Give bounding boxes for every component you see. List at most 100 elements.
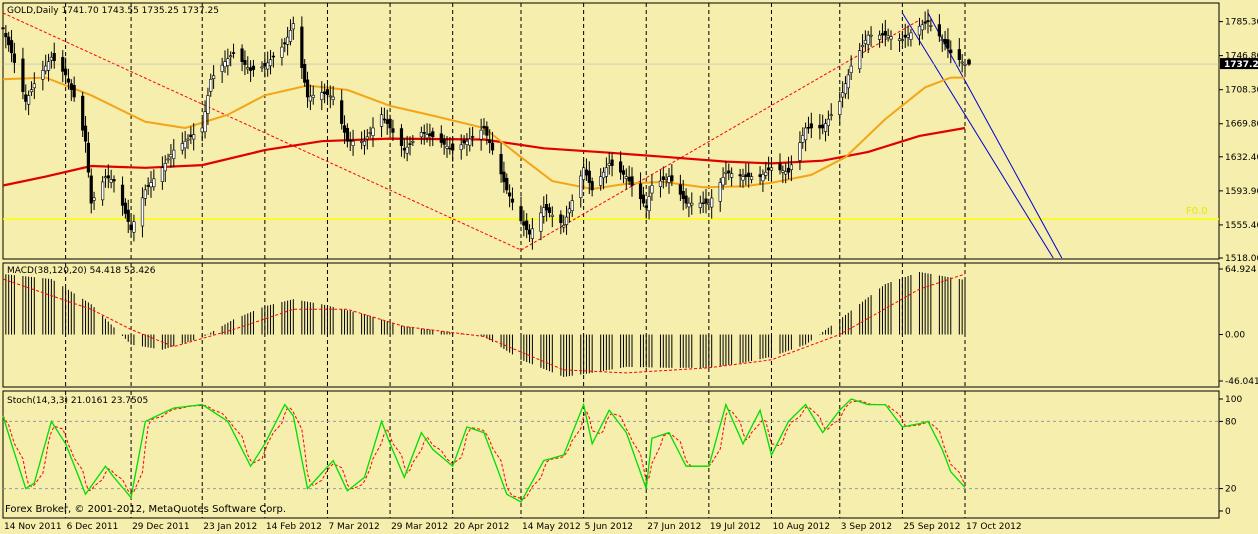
candle-body xyxy=(778,163,782,171)
candle-body xyxy=(587,170,591,183)
candle-body xyxy=(266,62,270,70)
price-tick-label: 1518.00 xyxy=(1225,254,1258,264)
candle-body xyxy=(801,135,805,143)
candle-body xyxy=(604,167,608,177)
macd-tick-label: 64.924 xyxy=(1225,265,1257,275)
candle-body xyxy=(806,126,811,129)
candle-body xyxy=(229,55,233,58)
candle-body xyxy=(900,39,904,41)
candle-body xyxy=(283,42,287,45)
candle-body xyxy=(903,34,907,38)
candle-body xyxy=(718,182,722,202)
candle-body xyxy=(243,60,247,65)
candle-body xyxy=(883,30,887,36)
candle-body xyxy=(388,118,392,129)
candle-body xyxy=(878,34,882,40)
candle-body xyxy=(385,119,389,124)
candle-body xyxy=(846,74,850,89)
macd-axis: 64.924 0.00 -46.041 xyxy=(1219,265,1258,387)
candle-body xyxy=(630,176,634,186)
candle-body xyxy=(345,127,349,142)
date-axis-label: 7 Mar 2012 xyxy=(328,522,379,532)
candle-body xyxy=(960,61,964,64)
candle-body xyxy=(943,38,947,45)
candle-body xyxy=(428,133,432,137)
candle-body xyxy=(286,36,290,45)
candle-body xyxy=(66,78,71,83)
candle-body xyxy=(508,192,512,197)
stoch-tick-label: 0 xyxy=(1225,507,1231,517)
candle-body xyxy=(889,36,893,40)
candle-body xyxy=(280,46,284,58)
candle-body xyxy=(485,126,489,136)
candle-body xyxy=(539,212,543,232)
candle-body xyxy=(209,79,213,92)
candle-body xyxy=(502,171,506,183)
macd-signal-line xyxy=(2,273,966,374)
date-axis-label: 6 Dec 2011 xyxy=(67,522,119,532)
candle-body xyxy=(547,207,552,213)
macd-tick-label: 0.00 xyxy=(1225,331,1245,341)
candle-body xyxy=(44,65,48,72)
slow-moving-average-line xyxy=(2,126,966,187)
candle-body xyxy=(926,20,930,23)
candle-body xyxy=(647,196,651,212)
candle-body xyxy=(260,66,264,69)
candle-body xyxy=(29,89,34,93)
candle-body xyxy=(206,95,210,114)
candle-body xyxy=(638,183,643,200)
candle-body xyxy=(12,53,16,63)
date-axis-label: 10 Aug 2012 xyxy=(772,522,830,532)
candle-body xyxy=(590,181,594,191)
candle-body xyxy=(482,125,486,129)
candle-body xyxy=(829,114,833,117)
candle-body xyxy=(348,139,352,142)
candle-body xyxy=(402,148,406,151)
candle-body xyxy=(21,58,25,93)
candle-body xyxy=(490,142,495,151)
date-axis-label: 29 Dec 2011 xyxy=(132,522,190,532)
candle-body xyxy=(448,147,452,150)
candle-body xyxy=(559,214,563,224)
candle-body xyxy=(701,202,705,205)
stoch-tick-label: 100 xyxy=(1225,395,1242,405)
candle-body xyxy=(371,127,375,136)
candle-body xyxy=(869,34,873,37)
candle-body xyxy=(678,184,682,195)
candle-body xyxy=(200,127,204,133)
candle-body xyxy=(166,158,170,161)
candle-body xyxy=(291,23,295,30)
candle-body xyxy=(624,176,628,179)
date-axis-label: 14 Nov 2011 xyxy=(4,522,62,532)
candle-body xyxy=(550,214,554,217)
candle-body xyxy=(64,68,68,76)
candle-body xyxy=(619,161,623,173)
date-axis-label: 19 Jul 2012 xyxy=(710,522,761,532)
candle-body xyxy=(610,159,614,166)
candle-body xyxy=(658,180,663,187)
candle-body xyxy=(510,198,515,203)
candle-body xyxy=(146,185,150,187)
candle-body xyxy=(422,132,426,134)
candle-body xyxy=(231,52,236,54)
stoch-axis: 100 80 20 0 xyxy=(1219,395,1242,517)
candle-body xyxy=(411,140,415,143)
candle-body xyxy=(408,143,412,145)
candle-body xyxy=(1,27,5,30)
candle-body xyxy=(784,171,788,175)
candle-body xyxy=(86,142,90,173)
candle-body xyxy=(858,50,862,70)
candle-body xyxy=(220,64,224,72)
fast-moving-average-line xyxy=(2,76,965,191)
candle-body xyxy=(192,134,196,140)
candle-body xyxy=(957,49,961,61)
candle-body xyxy=(152,178,156,188)
candle-body xyxy=(621,170,626,175)
candle-body xyxy=(351,140,355,146)
candle-body xyxy=(365,136,369,140)
date-axis-label: 27 Jun 2012 xyxy=(647,522,701,532)
candle-body xyxy=(562,224,566,228)
candle-body xyxy=(325,89,330,96)
candle-body xyxy=(465,140,469,145)
